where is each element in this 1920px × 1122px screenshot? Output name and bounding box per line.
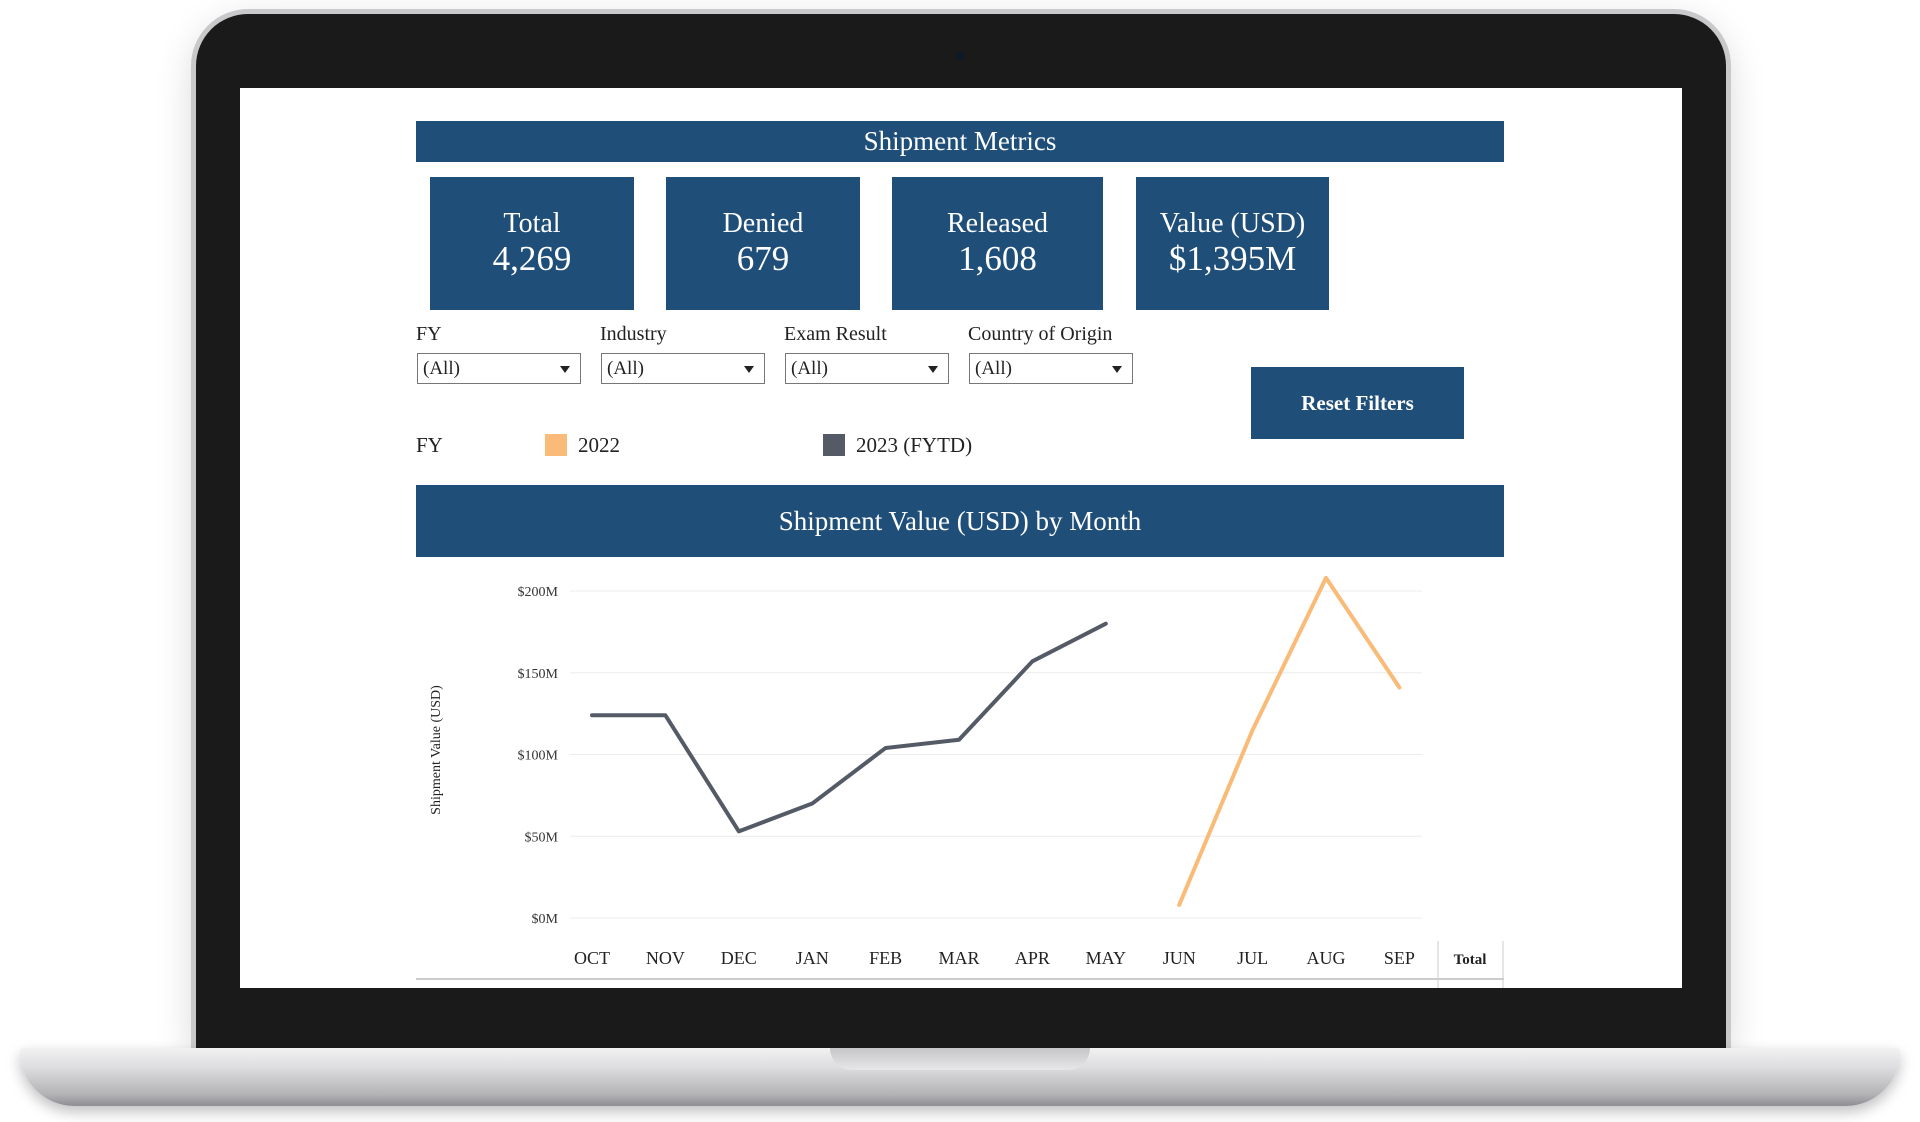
kpi-value-usd: Value (USD) $1,395M: [1136, 177, 1329, 310]
dashboard-screen: Shipment Metrics Total 4,269 Denied 679 …: [240, 88, 1682, 988]
kpi-value: 1,608: [958, 239, 1037, 278]
y-tick-label: $150M: [518, 667, 559, 682]
legend-title: FY: [416, 433, 443, 457]
kpi-value: 679: [736, 239, 790, 278]
filter-label-country: Country of Origin: [968, 323, 1113, 345]
x-tick-label: OCT: [574, 948, 610, 968]
select-value: (All): [791, 358, 828, 379]
x-tick-label: JAN: [796, 948, 829, 968]
y-tick-label: $0M: [532, 912, 559, 927]
metrics-header: Shipment Metrics: [416, 121, 1504, 162]
x-tick-label: JUL: [1237, 948, 1268, 968]
kpi-label: Total: [503, 208, 561, 239]
y-axis-title: Shipment Value (USD): [429, 685, 444, 815]
total-column-label: Total: [1454, 952, 1487, 968]
chevron-down-icon: [1112, 366, 1122, 373]
x-tick-label: DEC: [721, 948, 757, 968]
select-value: (All): [607, 358, 644, 379]
x-tick-label: SEP: [1384, 948, 1415, 968]
line-chart: $0M $50M $100M $150M $200M Shipment Value (US…: [416, 575, 1504, 988]
kpi-total: Total 4,269: [430, 177, 634, 310]
legend-label-2022: 2022: [578, 433, 620, 457]
x-tick-label: MAY: [1086, 948, 1126, 968]
x-tick-label: AUG: [1307, 948, 1346, 968]
kpi-value: $1,395M: [1168, 239, 1297, 278]
chevron-down-icon: [744, 366, 754, 373]
laptop-notch: [830, 1048, 1090, 1070]
camera-icon: [956, 52, 964, 60]
y-tick-label: $200M: [518, 585, 559, 600]
x-tick-label: JUN: [1163, 948, 1196, 968]
chevron-down-icon: [928, 366, 938, 373]
x-tick-label: FEB: [869, 948, 902, 968]
fy-select[interactable]: (All): [417, 353, 581, 384]
x-tick-label: APR: [1015, 948, 1050, 968]
y-tick-label: $100M: [518, 749, 559, 764]
filter-label-industry: Industry: [600, 323, 667, 345]
legend-swatch-2023[interactable]: [823, 434, 845, 456]
filter-label-fy: FY: [416, 323, 442, 345]
select-value: (All): [423, 358, 460, 379]
select-value: (All): [975, 358, 1012, 379]
series-line: [1177, 575, 1402, 907]
kpi-denied: Denied 679: [666, 177, 860, 310]
industry-select[interactable]: (All): [601, 353, 765, 384]
exam-result-select[interactable]: (All): [785, 353, 949, 384]
laptop-base: [20, 1048, 1900, 1106]
kpi-released: Released 1,608: [892, 177, 1103, 310]
legend-label-2023: 2023 (FYTD): [856, 433, 973, 457]
series-line: [590, 621, 1108, 834]
reset-filters-button[interactable]: Reset Filters: [1251, 367, 1464, 439]
chevron-down-icon: [560, 366, 570, 373]
chart-header: Shipment Value (USD) by Month: [416, 485, 1504, 557]
country-select[interactable]: (All): [969, 353, 1133, 384]
x-tick-label: MAR: [938, 948, 979, 968]
legend-swatch-2022[interactable]: [545, 434, 567, 456]
x-tick-label: NOV: [646, 948, 685, 968]
kpi-label: Released: [946, 208, 1049, 239]
kpi-value: 4,269: [492, 239, 572, 278]
kpi-label: Denied: [722, 208, 804, 239]
kpi-label: Value (USD): [1159, 208, 1306, 239]
y-tick-label: $50M: [525, 830, 559, 845]
filter-label-exam-result: Exam Result: [784, 323, 887, 345]
